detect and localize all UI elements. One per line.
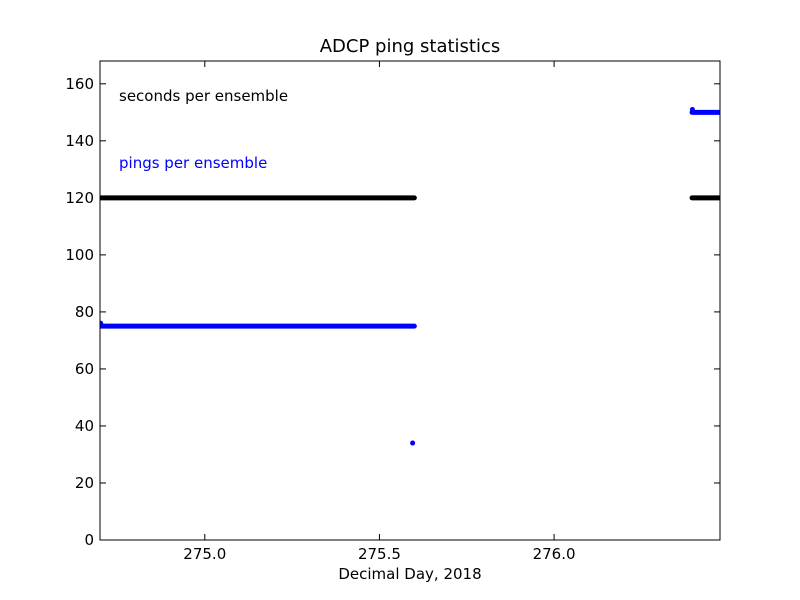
y-tick-label: 20 [75,474,94,492]
y-tick-label: 80 [75,303,94,321]
series-1-point-0 [100,320,104,326]
y-tick-label: 140 [65,132,94,150]
axes-frame [99,60,721,541]
y-tick-label: 0 [84,531,94,549]
x-tick-label: 275.5 [358,545,401,563]
annotation-seconds-per-ensemble: seconds per ensemble [119,87,288,105]
chart-title: ADCP ping statistics [320,36,501,57]
data-marks [100,106,720,446]
y-tick-label: 100 [65,246,94,264]
y-tick-label: 60 [75,360,94,378]
y-tick-label: 120 [65,189,94,207]
series-1-point-2 [689,106,695,112]
y-tick-label: 40 [75,417,94,435]
y-tick-label: 160 [65,75,94,93]
annotation-pings-per-ensemble: pings per ensemble [119,154,267,172]
x-axis-label: Decimal Day, 2018 [338,565,481,583]
series-1-point-1 [410,440,416,446]
x-tick-label: 275.0 [183,545,226,563]
x-tick-label: 276.0 [533,545,576,563]
plot-area: 0 20 40 60 80 100 120 140 160 275.0 275.5 276.0 [65,60,721,563]
